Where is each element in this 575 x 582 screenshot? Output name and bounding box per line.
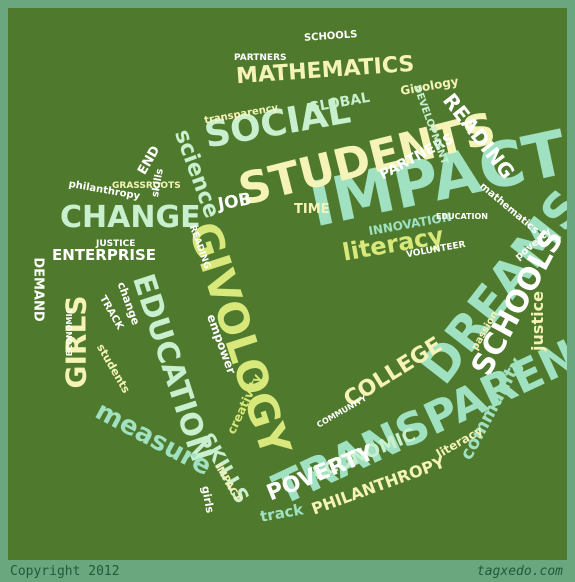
word-time: TIME: [294, 202, 330, 217]
word-enterprise: ENTERPRISE: [52, 246, 157, 264]
word-grassroots: GRASSROOTS: [112, 181, 181, 191]
word-cloud: IMPACT STUDENTS SOCIAL MATHEMATICS DREAM…: [8, 8, 567, 560]
word-students-small: students: [94, 341, 133, 396]
footer: Copyright 2012 tagxedo.com: [0, 560, 575, 582]
word-justice: justice: [527, 291, 547, 351]
site-credit: tagxedo.com: [476, 564, 563, 579]
word-girls-small: girls: [198, 484, 217, 515]
word-partners-small: PARTNERS: [234, 53, 287, 63]
word-education-small: EDUCATION: [436, 212, 488, 221]
word-track: track: [258, 500, 305, 526]
word-schools-small: SCHOOLS: [303, 29, 358, 44]
word-economic-small: ECONOMIC: [65, 307, 75, 357]
copyright-text: Copyright 2012: [10, 564, 120, 579]
word-change: CHANGE: [60, 200, 201, 235]
word-justice-small: JUSTICE: [96, 239, 136, 249]
word-demand: DEMAND: [30, 257, 46, 322]
